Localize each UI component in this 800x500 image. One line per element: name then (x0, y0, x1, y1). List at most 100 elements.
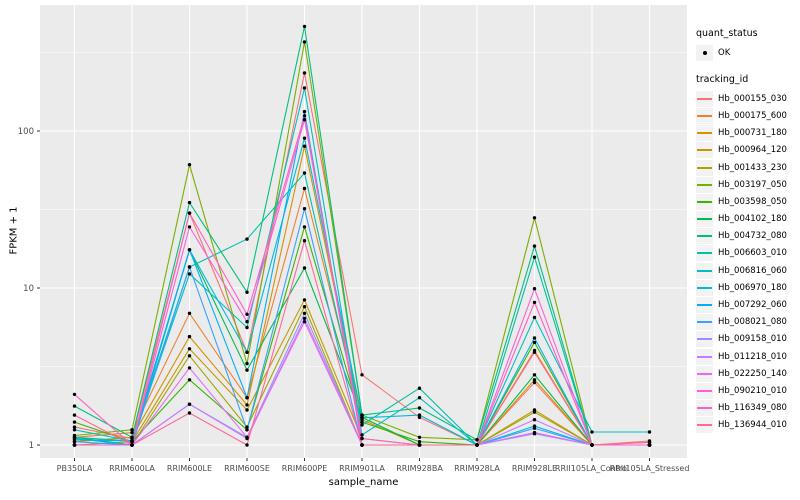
legend-item-label: Hb_000175_600 (718, 110, 787, 121)
data-point (72, 392, 77, 397)
data-point (245, 425, 249, 429)
data-point (187, 378, 192, 382)
data-point (590, 430, 594, 434)
y-tick-label: 100 (18, 127, 34, 137)
legend-item-label: Hb_000731_180 (718, 128, 787, 139)
data-point (302, 40, 307, 44)
legend-item-tracking-id: Hb_006816_060 (696, 262, 800, 279)
data-point (72, 443, 77, 447)
data-point (360, 436, 364, 441)
legend-item-label: Hb_022250_140 (718, 368, 787, 379)
legend-item-label: Hb_006603_010 (718, 248, 787, 259)
data-point (72, 413, 77, 417)
data-point (532, 216, 537, 220)
data-point (245, 435, 249, 439)
legend-item-tracking-id: Hb_000964_120 (696, 142, 800, 159)
x-tick-label: RRIM928BA (396, 464, 443, 473)
x-tick-label: RRIM600SE (224, 464, 270, 473)
legend-item-label: Hb_136944_010 (718, 420, 787, 431)
data-point (245, 443, 249, 447)
legend-item-label: Hb_006816_060 (718, 265, 787, 276)
series-line-icon (697, 286, 712, 289)
legend-item-tracking-id: Hb_136944_010 (696, 417, 800, 434)
series-color-swatch (696, 176, 713, 193)
data-point (590, 443, 594, 447)
legend-item-label: Hb_000964_120 (718, 145, 787, 156)
series-line-icon (697, 166, 712, 169)
legend-tracking-id-items: Hb_000155_030 Hb_000175_600 Hb_000731_180 H… (696, 90, 800, 434)
data-point (417, 435, 422, 439)
data-point (187, 402, 192, 406)
series-line-icon (697, 338, 712, 341)
data-point (475, 443, 479, 447)
x-tick-label: RRII105LA_Control (555, 464, 629, 473)
data-point (187, 272, 192, 276)
legend-item-tracking-id: Hb_009158_010 (696, 331, 800, 348)
x-tick-label: RRIM901LA (339, 464, 385, 473)
data-point (245, 396, 249, 400)
series-color-swatch (696, 228, 713, 245)
data-point (302, 136, 307, 140)
data-point (360, 420, 364, 424)
data-point (302, 207, 307, 211)
data-point (302, 114, 307, 118)
legend-item-tracking-id: Hb_001433_230 (696, 159, 800, 176)
legend-item-tracking-id: Hb_008021_080 (696, 314, 800, 331)
series-line-icon (697, 183, 712, 186)
legend-item-tracking-id: Hb_006970_180 (696, 279, 800, 296)
y-axis-title: FPKM + 1 (8, 206, 20, 255)
data-point (130, 443, 134, 447)
data-point (245, 350, 249, 354)
series-color-swatch (696, 107, 713, 124)
data-point (475, 438, 479, 442)
series-line-icon (697, 149, 712, 152)
series-line-icon (697, 97, 712, 100)
series-line-icon (697, 269, 712, 272)
series-line-icon (697, 321, 712, 324)
data-point (187, 211, 192, 215)
data-point (187, 311, 192, 315)
series-line-icon (697, 389, 712, 392)
data-point (417, 443, 422, 447)
data-point (532, 418, 537, 422)
legend-item-tracking-id: Hb_000731_180 (696, 125, 800, 142)
data-point (417, 396, 422, 400)
legend-item-tracking-id: Hb_004102_180 (696, 211, 800, 228)
data-point (302, 109, 307, 114)
data-point (302, 320, 307, 324)
series-line-icon (697, 304, 712, 307)
data-point (360, 423, 364, 427)
legend-item-label: OK (718, 47, 731, 58)
series-color-swatch (696, 400, 713, 417)
series-line-icon (697, 200, 712, 203)
data-point (130, 435, 134, 439)
data-point (532, 300, 537, 305)
data-point (302, 305, 307, 309)
data-point (187, 411, 192, 415)
data-point (302, 225, 307, 229)
data-point (532, 410, 537, 414)
data-point (302, 171, 307, 175)
data-point (187, 225, 192, 229)
data-point (302, 71, 307, 75)
legend-item-quant-status: OK (696, 44, 800, 61)
data-point (532, 255, 537, 259)
series-color-swatch (696, 365, 713, 382)
data-point (245, 368, 249, 372)
data-point (130, 428, 134, 432)
series-line-icon (697, 355, 712, 358)
legend-item-label: Hb_004102_180 (718, 214, 787, 225)
data-point (245, 312, 249, 316)
data-point (72, 420, 77, 424)
series-color-swatch (696, 90, 713, 107)
series-line-icon (697, 252, 712, 255)
data-point (187, 347, 192, 351)
series-line-icon (697, 218, 712, 221)
x-tick-label: RRIM600PE (282, 464, 328, 473)
data-point (417, 406, 422, 410)
legend-item-label: Hb_006970_180 (718, 282, 787, 293)
legend-title-tracking-id: tracking_id (696, 74, 749, 86)
data-point (72, 404, 77, 408)
data-point (360, 413, 364, 417)
